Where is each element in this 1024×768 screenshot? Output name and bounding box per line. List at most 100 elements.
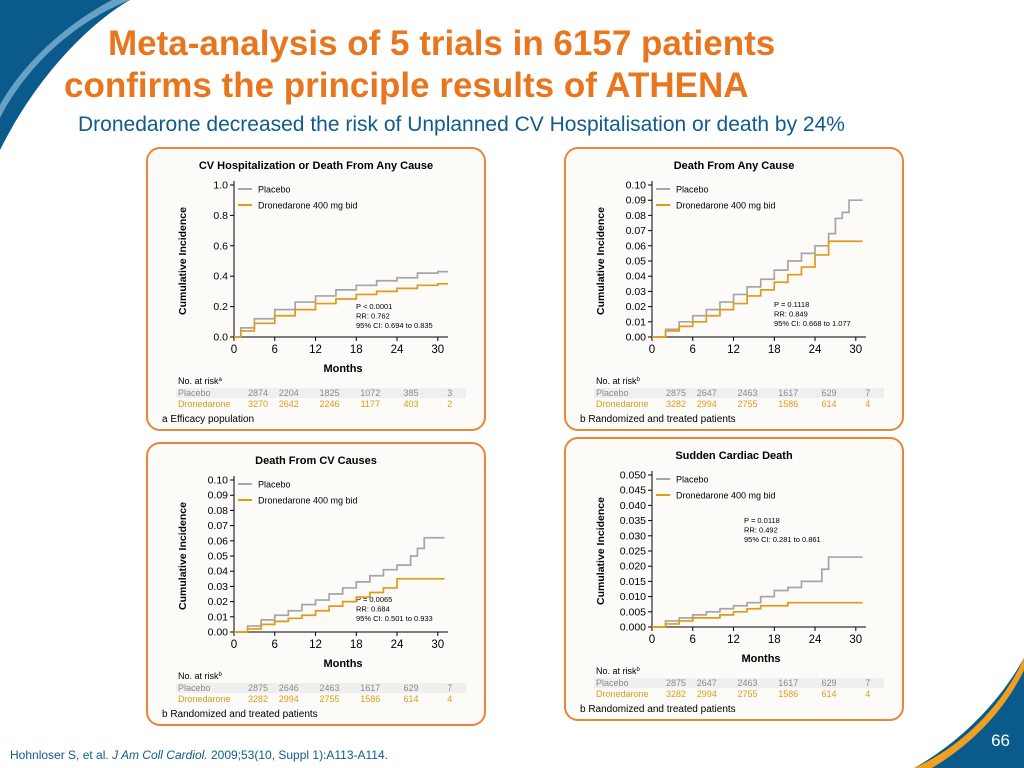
risk-table-cell: 3270 <box>248 399 268 409</box>
risk-table-cell: 2875 <box>666 678 686 688</box>
risk-table-cell: 629 <box>404 683 419 693</box>
risk-table-cell: 2642 <box>279 399 299 409</box>
legend-label-placebo: Placebo <box>676 185 709 195</box>
y-tick-label: 0.000 <box>620 622 646 634</box>
x-tick-label: 6 <box>690 634 696 646</box>
y-tick-label: 0.06 <box>626 240 647 252</box>
risk-table-cell: 2994 <box>697 399 717 409</box>
y-tick-label: 0.07 <box>208 520 229 532</box>
y-tick-label: 0.050 <box>620 470 646 482</box>
risk-table-header: No. at riska <box>178 376 223 386</box>
risk-table-header: No. at riskb <box>596 666 641 676</box>
risk-table-cell: 614 <box>822 689 837 699</box>
legend-label-placebo: Placebo <box>258 480 291 490</box>
risk-table-cell: 3282 <box>248 694 268 704</box>
risk-table-cell: 2994 <box>697 689 717 699</box>
x-tick-label: 6 <box>272 639 278 651</box>
x-tick-label: 24 <box>391 639 404 651</box>
curve-placebo <box>652 556 863 628</box>
y-tick-label: 0.010 <box>620 591 646 603</box>
y-tick-label: 0.6 <box>213 240 228 252</box>
y-tick-label: 0.0 <box>213 332 228 344</box>
risk-table-row-label: Placebo <box>596 678 629 688</box>
curve-dronedarone <box>234 577 445 633</box>
risk-table-cell: 7 <box>447 683 452 693</box>
x-tick-label: 0 <box>649 344 655 356</box>
x-tick-label: 18 <box>350 344 363 356</box>
chart-title: CV Hospitalization or Death From Any Cau… <box>199 160 433 172</box>
stats-annotation: P = 0.1118 <box>774 300 809 309</box>
y-axis-label: Cumulative Incidence <box>595 207 607 315</box>
y-tick-label: 0.2 <box>213 301 228 313</box>
risk-table-cell: 2875 <box>666 388 686 398</box>
y-tick-label: 0.10 <box>208 475 229 487</box>
risk-table-cell: 2646 <box>279 683 299 693</box>
stats-annotation: 95% CI: 0.501 to 0.933 <box>356 614 433 623</box>
risk-table-header: No. at riskb <box>178 671 223 681</box>
y-tick-label: 0.06 <box>208 535 229 547</box>
risk-table-cell: 2994 <box>279 694 299 704</box>
y-tick-label: 1.0 <box>213 180 228 192</box>
risk-table-row-label: Placebo <box>178 388 211 398</box>
y-tick-label: 0.03 <box>626 286 647 298</box>
stats-annotation: P = 0.0118 <box>744 516 780 525</box>
risk-table-footnote-mark: b <box>637 667 641 673</box>
risk-table-row-label: Placebo <box>596 388 629 398</box>
page-number: 66 <box>991 731 1010 750</box>
stats-annotation: P = 0.0065 <box>356 595 392 604</box>
panel-footnote: b Randomized and treated patients <box>580 704 736 715</box>
risk-table-row-label: Placebo <box>178 683 211 693</box>
curve-placebo <box>234 536 445 633</box>
chart-death-cv-causes: Death From CV Causes 0.00 0.01 0.02 0.03 0.04… <box>176 455 466 704</box>
panel-footnote: b Randomized and treated patients <box>580 414 736 425</box>
stats-annotation: RR: 0.684 <box>356 605 390 614</box>
risk-table-footnote-mark: b <box>219 672 223 678</box>
y-tick-label: 0.4 <box>213 271 228 283</box>
citation: Hohnloser S, et al. J Am Coll Cardiol. 2… <box>10 748 388 762</box>
y-tick-label: 0.04 <box>626 271 647 283</box>
stats-annotation: 95% CI: 0.281 to 0.861 <box>744 535 821 544</box>
risk-table-cell: 614 <box>404 694 419 704</box>
risk-table-cell: 3282 <box>666 689 686 699</box>
chart-panel-cv-hospitalization: CV Hospitalization or Death From Any Cau… <box>146 147 486 431</box>
x-axis-label: Months <box>741 653 780 665</box>
citation-details: 2009;53(10, Suppl 1):A113-A114. <box>207 748 388 762</box>
y-tick-label: 0.00 <box>626 332 647 344</box>
y-tick-label: 0.05 <box>626 256 647 268</box>
legend-label-dronedarone: Dronedarone 400 mg bid <box>258 496 358 506</box>
citation-journal: J Am Coll Cardiol. <box>112 748 208 762</box>
chart-panel-death-any-cause: Death From Any Cause 0.00 0.01 0.02 0.03 0.04… <box>564 147 904 431</box>
stats-annotation: 95% CI: 0.668 to 1.077 <box>774 319 851 328</box>
risk-table-cell: 403 <box>404 399 419 409</box>
y-tick-label: 0.03 <box>208 581 229 593</box>
stats-annotation: RR: 0.762 <box>356 312 390 321</box>
corner-decoration-top-left <box>0 0 130 150</box>
x-tick-label: 6 <box>272 344 278 356</box>
y-tick-label: 0.025 <box>620 546 646 558</box>
x-tick-label: 18 <box>768 634 781 646</box>
risk-table-cell: 2875 <box>248 683 268 693</box>
risk-table-cell: 1586 <box>778 399 798 409</box>
slide-subtitle: Dronedarone decreased the risk of Unplan… <box>78 113 845 136</box>
curve-placebo <box>652 199 863 338</box>
citation-authors: Hohnloser S, et al. <box>10 748 113 762</box>
y-tick-label: 0.08 <box>208 505 229 517</box>
legend-label-placebo: Placebo <box>258 185 291 195</box>
risk-table-cell: 2463 <box>320 683 340 693</box>
y-tick-label: 0.09 <box>208 490 229 502</box>
x-tick-label: 6 <box>690 344 696 356</box>
risk-table-header: No. at riskb <box>596 376 641 386</box>
risk-table-cell: 1072 <box>360 388 380 398</box>
y-tick-label: 0.045 <box>620 485 646 497</box>
slide-title-line-1: Meta-analysis of 5 trials in 6157 patien… <box>108 24 776 63</box>
chart-title: Death From Any Cause <box>674 160 795 172</box>
x-axis-label: Months <box>323 363 362 375</box>
legend-label-placebo: Placebo <box>676 475 709 485</box>
risk-table-footnote-mark: a <box>219 377 223 383</box>
risk-table-footnote-mark: b <box>637 377 641 383</box>
stats-annotation: P < 0.0001 <box>356 302 392 311</box>
risk-table-cell: 2755 <box>320 694 340 704</box>
x-tick-label: 0 <box>649 634 655 646</box>
x-tick-label: 18 <box>350 639 363 651</box>
chart-title: Sudden Cardiac Death <box>675 450 793 462</box>
